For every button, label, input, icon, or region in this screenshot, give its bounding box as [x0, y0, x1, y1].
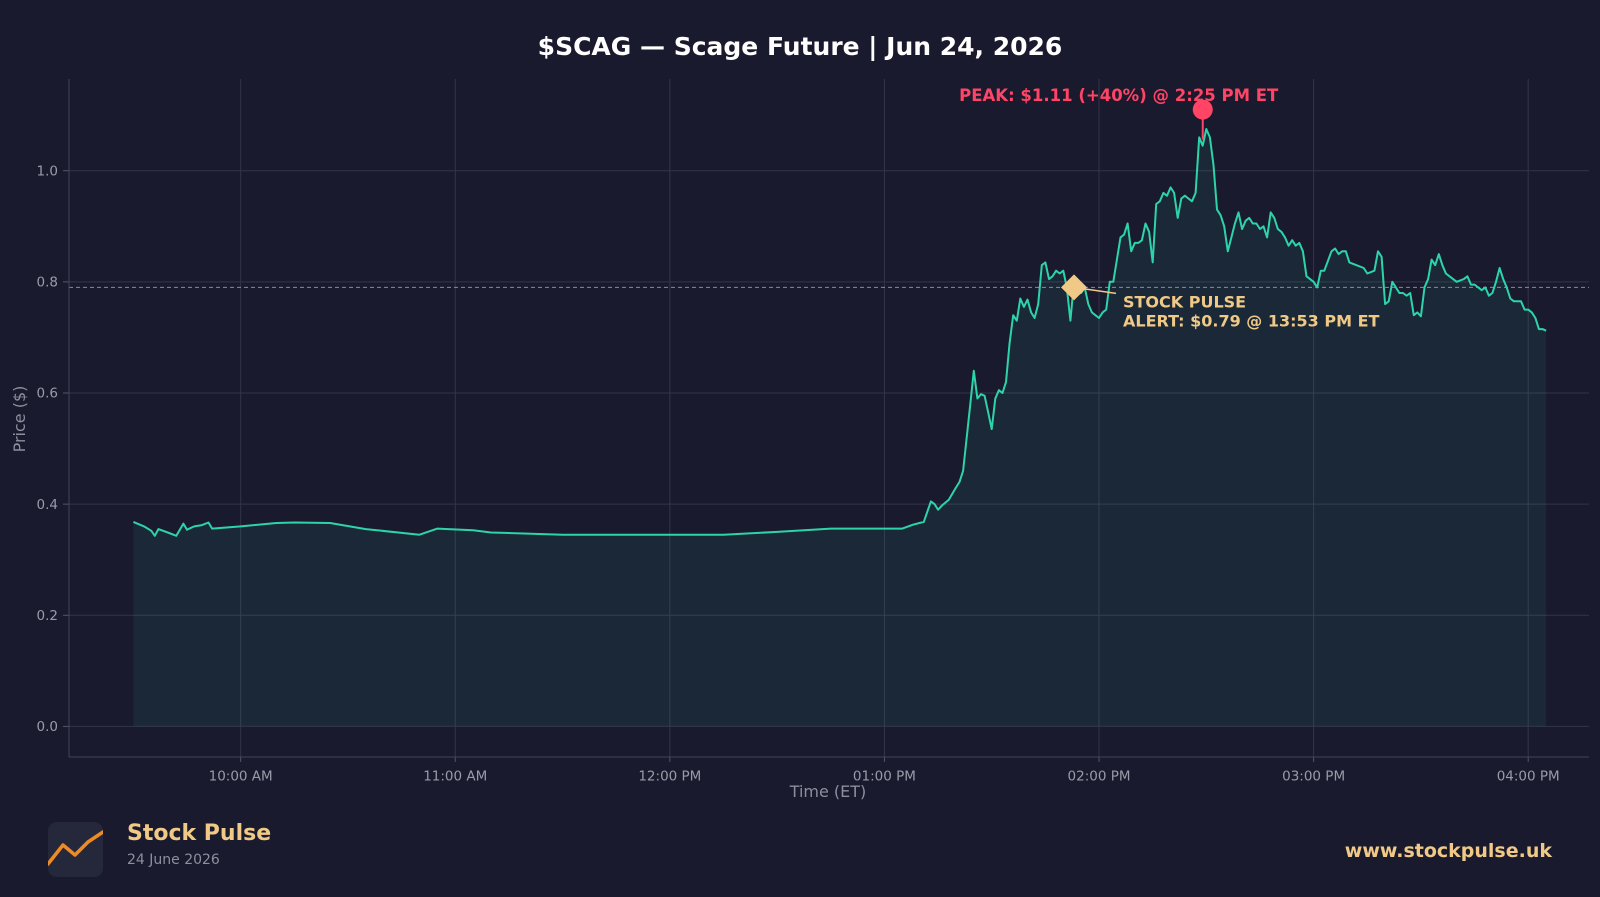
- website-link[interactable]: www.stockpulse.uk: [1344, 840, 1552, 862]
- x-tick-label: 12:00 PM: [638, 769, 701, 785]
- brand-date: 24 June 2026: [127, 852, 220, 868]
- y-tick-label: 0.6: [37, 386, 58, 402]
- price-chart: $SCAG — Scage Future | Jun 24, 2026 0.00…: [10, 32, 1589, 801]
- y-tick-label: 0.2: [37, 608, 58, 624]
- y-axis-label: Price ($): [10, 386, 29, 453]
- area-layer: [133, 128, 1547, 727]
- y-tick-label: 0.4: [37, 497, 58, 513]
- trend-line-glyph: [48, 830, 103, 866]
- trend-line-icon: [48, 822, 103, 877]
- x-tick-label: 01:00 PM: [853, 769, 916, 785]
- axes: 0.0 0.2 0.4 0.6 0.8 1.0 10:00 AM 11:00 AM 12:00 …: [37, 79, 1589, 785]
- y-tick-label: 0.8: [37, 275, 58, 291]
- x-tick-label: 11:00 AM: [423, 769, 487, 785]
- x-axis-label: Time (ET): [789, 782, 867, 801]
- grid: [69, 79, 1589, 757]
- y-tick-label: 1.0: [37, 163, 58, 179]
- alert-marker: [1060, 274, 1087, 301]
- x-tick-label: 10:00 AM: [209, 769, 273, 785]
- price-area-fill: [133, 129, 1547, 727]
- trend-line-stroke: [48, 830, 103, 866]
- footer: Stock Pulse 24 June 2026 www.stockpulse.…: [0, 806, 1600, 877]
- x-tick-label: 02:00 PM: [1068, 769, 1131, 785]
- peak-label: PEAK: $1.11 (+40%) @ 2:25 PM ET: [959, 86, 1279, 105]
- brand-name: Stock Pulse: [127, 821, 272, 846]
- peak-marker: [1192, 99, 1213, 120]
- price-line: [133, 128, 1547, 537]
- alert-label-title: STOCK PULSE: [1123, 293, 1246, 312]
- x-tick-label: 03:00 PM: [1282, 769, 1345, 785]
- chart-title: $SCAG — Scage Future | Jun 24, 2026: [538, 32, 1063, 61]
- annotations: PEAK: $1.11 (+40%) @ 2:25 PM ET STOCK PUL…: [959, 86, 1379, 331]
- y-tick-label: 0.0: [37, 719, 58, 735]
- x-tick-label: 04:00 PM: [1497, 769, 1560, 785]
- alert-label-detail: ALERT: $0.79 @ 13:53 PM ET: [1123, 312, 1380, 331]
